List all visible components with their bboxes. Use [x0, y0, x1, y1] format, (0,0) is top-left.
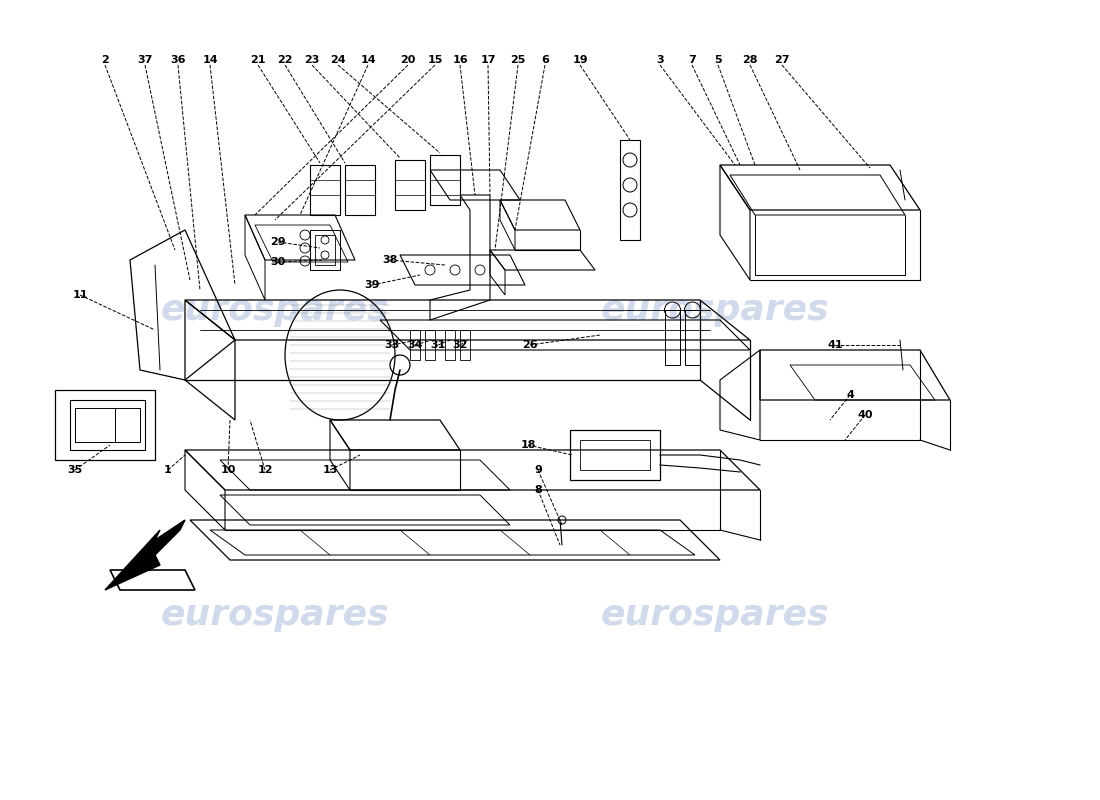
- Text: 25: 25: [510, 55, 526, 65]
- Text: 9: 9: [535, 465, 542, 475]
- Text: 40: 40: [857, 410, 872, 420]
- Text: 22: 22: [277, 55, 293, 65]
- Text: 5: 5: [714, 55, 722, 65]
- Text: 13: 13: [322, 465, 338, 475]
- Text: 14: 14: [360, 55, 376, 65]
- Text: 4: 4: [846, 390, 854, 400]
- Text: 36: 36: [170, 55, 186, 65]
- Text: 33: 33: [384, 340, 399, 350]
- Text: 28: 28: [742, 55, 758, 65]
- Text: 34: 34: [407, 340, 422, 350]
- Text: 38: 38: [383, 255, 398, 265]
- Text: 15: 15: [427, 55, 442, 65]
- Text: 23: 23: [305, 55, 320, 65]
- Text: 29: 29: [271, 237, 286, 247]
- Text: 27: 27: [774, 55, 790, 65]
- Text: 12: 12: [257, 465, 273, 475]
- Text: 10: 10: [220, 465, 235, 475]
- Text: eurospares: eurospares: [601, 598, 829, 632]
- Polygon shape: [104, 520, 185, 590]
- Text: 16: 16: [452, 55, 468, 65]
- Text: 6: 6: [541, 55, 549, 65]
- Text: 31: 31: [430, 340, 446, 350]
- Text: 17: 17: [481, 55, 496, 65]
- Text: 30: 30: [271, 257, 286, 267]
- Text: 2: 2: [101, 55, 109, 65]
- Text: 32: 32: [452, 340, 468, 350]
- Text: 41: 41: [827, 340, 843, 350]
- Text: 18: 18: [520, 440, 536, 450]
- Text: 8: 8: [535, 485, 542, 495]
- Text: 3: 3: [657, 55, 663, 65]
- Text: 14: 14: [202, 55, 218, 65]
- Text: 1: 1: [164, 465, 172, 475]
- Text: 20: 20: [400, 55, 416, 65]
- Text: 35: 35: [67, 465, 82, 475]
- Text: eurospares: eurospares: [601, 293, 829, 327]
- Text: 7: 7: [689, 55, 696, 65]
- Text: eurospares: eurospares: [161, 293, 389, 327]
- Text: 24: 24: [330, 55, 345, 65]
- Text: 39: 39: [364, 280, 380, 290]
- Text: 37: 37: [138, 55, 153, 65]
- Text: 26: 26: [522, 340, 538, 350]
- Text: eurospares: eurospares: [161, 598, 389, 632]
- Text: 11: 11: [73, 290, 88, 300]
- Text: 21: 21: [251, 55, 266, 65]
- Text: 19: 19: [572, 55, 587, 65]
